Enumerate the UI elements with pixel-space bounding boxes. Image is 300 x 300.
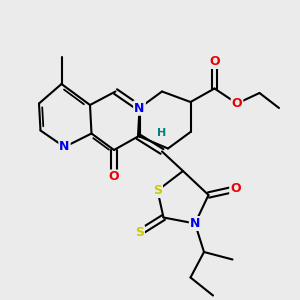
Text: O: O <box>232 97 242 110</box>
Text: S: S <box>135 226 144 239</box>
Text: O: O <box>209 55 220 68</box>
Text: S: S <box>153 184 162 197</box>
Text: O: O <box>230 182 241 196</box>
Text: N: N <box>134 101 145 115</box>
Text: O: O <box>109 170 119 184</box>
Text: N: N <box>59 140 70 154</box>
Text: N: N <box>134 101 145 115</box>
Text: N: N <box>190 217 200 230</box>
Text: H: H <box>158 128 166 139</box>
